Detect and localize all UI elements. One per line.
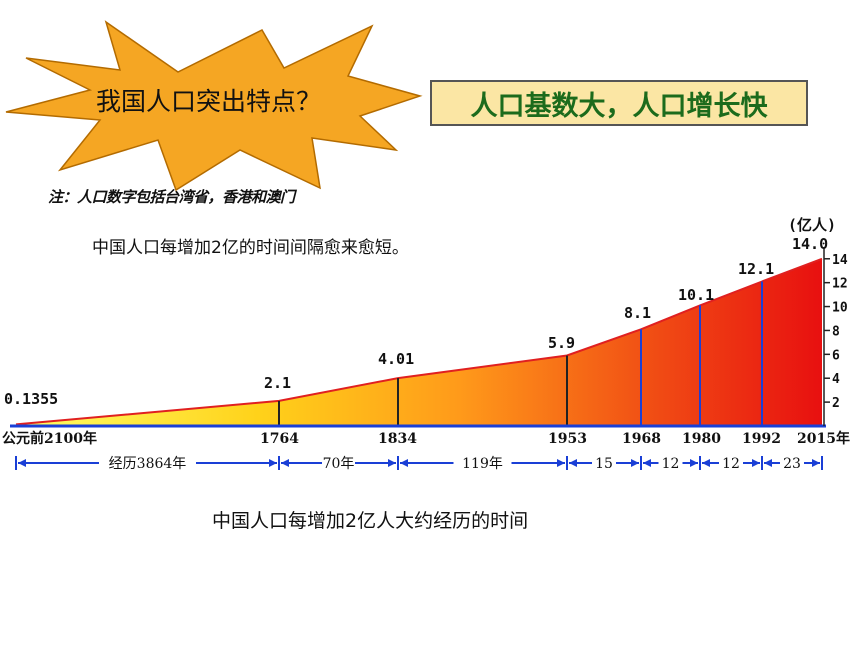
y-tick-label: 4: [832, 372, 840, 387]
value-label: 14.0: [792, 235, 828, 253]
arrow-head-right: [631, 459, 639, 467]
x-tick-label: 公元前2100年: [2, 430, 97, 447]
arrow-head-right: [812, 459, 820, 467]
duration-label-bg: [322, 454, 355, 472]
arrow-head-left: [702, 459, 710, 467]
x-tick-label: 1980: [682, 431, 721, 447]
population-line: [15, 257, 823, 426]
duration-label: 经历3864年: [109, 456, 187, 472]
value-label: 4.01: [378, 350, 414, 368]
y-axis-unit: (亿人): [788, 216, 836, 234]
x-tick-label: 1953: [548, 431, 587, 447]
duration-label-bg: [453, 454, 512, 472]
population-area: [16, 258, 822, 426]
duration-label-bg: [658, 454, 683, 472]
duration-label: 12: [722, 456, 740, 472]
value-label: 2.1: [264, 374, 291, 392]
arrow-head-left: [569, 459, 577, 467]
arrow-head-right: [388, 459, 396, 467]
arrow-head-left: [281, 459, 289, 467]
arrow-head-right: [752, 459, 760, 467]
y-tick-label: 8: [832, 324, 840, 339]
y-tick-label: 14: [832, 253, 848, 268]
answer-text: 人口基数大，人口增长快: [470, 90, 768, 122]
value-label: 0.1355: [4, 390, 58, 408]
arrow-head-left: [764, 459, 772, 467]
value-label: 5.9: [548, 334, 575, 352]
duration-label-bg: [592, 454, 616, 472]
duration-label-bg: [780, 454, 804, 472]
population-chart: 2 4 6 8 10 12 14 (亿人) 0.1355 2.1 4.01 5.9 8.1 10.1 12.…: [2, 216, 850, 472]
arrow-head-left: [643, 459, 651, 467]
y-tick-label: 2: [832, 396, 840, 411]
duration-label: 70年: [323, 456, 355, 472]
x-tick-label: 1992: [742, 431, 781, 447]
duration-label-bg: [719, 454, 743, 472]
x-tick-label: 1834: [378, 431, 417, 447]
duration-label: 12: [662, 456, 680, 472]
y-tick-label: 6: [832, 348, 840, 363]
duration-label-bg: [99, 454, 196, 472]
value-label: 8.1: [624, 304, 651, 322]
chart-caption: 中国人口每增加2亿人大约经历的时间: [212, 510, 529, 532]
starburst-shape: [5, 20, 423, 192]
x-tick-label: 1764: [260, 431, 299, 447]
answer-box: 人口基数大，人口增长快: [430, 80, 808, 126]
data-note: 注：人口数字包括台湾省，香港和澳门: [48, 188, 295, 206]
arrow-head-left: [400, 459, 408, 467]
duration-label: 23: [783, 456, 801, 472]
duration-label: 15: [595, 456, 613, 472]
question-text: 我国人口突出特点？: [96, 87, 321, 116]
value-label: 12.1: [738, 260, 774, 278]
y-tick-label: 12: [832, 277, 848, 292]
arrow-head-right: [690, 459, 698, 467]
y-tick-label: 10: [832, 301, 848, 316]
x-tick-label: 1968: [622, 431, 661, 447]
question-burst: 我国人口突出特点？: [5, 20, 423, 192]
duration-label: 119年: [462, 456, 503, 472]
chart-subtitle: 中国人口每增加2亿的时间间隔愈来愈短。: [92, 238, 409, 258]
arrow-head-right: [557, 459, 565, 467]
value-label: 10.1: [678, 286, 714, 304]
arrow-head-right: [269, 459, 277, 467]
x-tick-label: 2015年: [797, 430, 850, 447]
arrow-head-left: [18, 459, 26, 467]
